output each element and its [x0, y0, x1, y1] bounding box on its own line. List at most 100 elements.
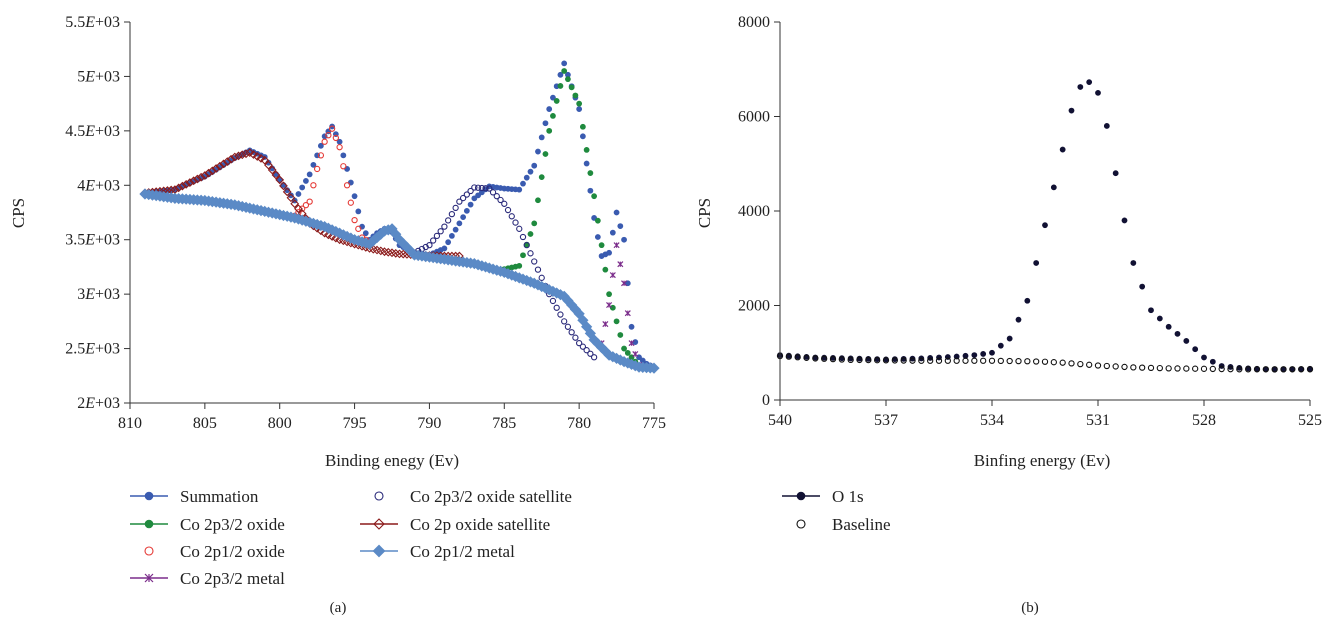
data-point	[794, 354, 801, 361]
data-point	[1245, 366, 1252, 373]
data-point	[441, 223, 448, 230]
data-point	[252, 152, 262, 161]
data-point	[1165, 323, 1172, 330]
data-point	[606, 249, 612, 256]
data-point	[1156, 364, 1163, 372]
data-point	[812, 355, 819, 362]
chart-b-x-tick-label: 525	[1298, 412, 1322, 429]
data-point	[1068, 107, 1075, 114]
data-point	[1218, 365, 1225, 373]
data-point	[980, 357, 987, 364]
data-point	[628, 323, 635, 330]
data-point	[1201, 354, 1207, 361]
chart-b-x-tick-label: 528	[1192, 412, 1216, 429]
chart-b-y-tick-label: 8000	[738, 14, 770, 31]
legend-marker	[374, 491, 384, 501]
data-point	[617, 332, 624, 338]
data-point	[310, 161, 317, 168]
legend-marker	[796, 519, 806, 529]
legend-item: Co 2p3/2 metal	[130, 569, 285, 588]
chart-a-ticks: 810 805 800 795 790 785 780 775 2E+03 2.5E+03 3E+0…	[65, 14, 666, 432]
data-point	[328, 125, 336, 132]
data-point	[181, 179, 191, 189]
data-point	[185, 178, 195, 187]
data-point	[452, 204, 459, 212]
data-point	[944, 357, 951, 364]
data-point	[245, 148, 255, 158]
data-point	[550, 94, 556, 101]
data-point	[565, 76, 571, 83]
data-point	[355, 225, 362, 232]
data-point	[448, 210, 456, 218]
data-point	[587, 170, 594, 176]
chart-b-x-tick-label: 540	[768, 412, 792, 429]
chart-b-plot-area	[776, 79, 1314, 373]
data-point	[602, 266, 609, 273]
data-point	[351, 193, 358, 200]
data-point	[874, 357, 881, 364]
legend-marker	[796, 491, 806, 501]
data-point	[347, 199, 354, 206]
legend-item: Baseline	[796, 515, 891, 534]
data-point	[918, 357, 925, 364]
data-point	[260, 155, 270, 165]
data-point	[591, 193, 598, 200]
legend-label: O 1s	[832, 487, 864, 506]
legend-label: Co 2p oxide satellite	[410, 515, 550, 534]
data-point	[1174, 365, 1181, 372]
data-point	[557, 83, 564, 89]
data-point	[1059, 359, 1066, 366]
data-point	[553, 304, 560, 311]
data-point	[535, 148, 541, 155]
data-point	[456, 198, 463, 205]
data-point	[935, 357, 943, 364]
data-point	[264, 160, 273, 170]
chart-a: 810 805 800 795 790 785 780 775 2E+03 2.5E+03 3E+0…	[9, 14, 666, 616]
data-point	[568, 84, 575, 91]
data-point	[441, 245, 448, 252]
data-point	[621, 345, 627, 352]
chart-a-y-tick-label: 4E+03	[77, 177, 120, 194]
chart-a-x-tick-label: 800	[268, 415, 292, 432]
data-point	[189, 176, 199, 186]
data-point	[178, 181, 187, 191]
data-point	[576, 106, 583, 112]
data-point	[1298, 366, 1305, 373]
data-point	[962, 357, 969, 364]
data-point	[572, 334, 579, 341]
data-point	[1209, 365, 1216, 373]
chart-a-plot-area	[139, 60, 660, 374]
data-point	[1095, 89, 1101, 96]
data-point	[486, 185, 493, 192]
series-summation	[142, 60, 657, 370]
data-point	[471, 184, 478, 191]
data-point	[564, 323, 572, 330]
legend-item: Co 2p3/2 oxide	[130, 515, 285, 534]
data-point	[504, 206, 512, 214]
data-point	[445, 239, 452, 246]
data-point	[821, 355, 828, 362]
data-point	[891, 357, 898, 364]
data-point	[207, 166, 217, 176]
chart-b-x-tick-label: 531	[1086, 412, 1110, 429]
data-point	[1192, 365, 1199, 372]
data-point	[531, 220, 538, 227]
chart-a-y-tick-label: 3E+03	[77, 286, 120, 303]
data-point	[594, 217, 601, 224]
data-point	[1289, 366, 1296, 373]
data-point	[1059, 146, 1066, 153]
data-point	[474, 184, 482, 191]
data-point	[463, 207, 470, 214]
data-point	[613, 242, 620, 249]
data-point	[452, 226, 459, 233]
data-point	[953, 357, 960, 364]
data-point	[971, 352, 978, 359]
data-point	[467, 201, 474, 208]
data-point	[980, 351, 987, 357]
legend-label: Co 2p1/2 metal	[410, 542, 515, 561]
chart-b-x-tick-label: 534	[980, 412, 1004, 429]
data-point	[219, 159, 228, 169]
data-point	[1077, 84, 1084, 90]
chart-a-y-tick-label: 2E+03	[77, 395, 120, 412]
data-point	[1139, 364, 1146, 371]
